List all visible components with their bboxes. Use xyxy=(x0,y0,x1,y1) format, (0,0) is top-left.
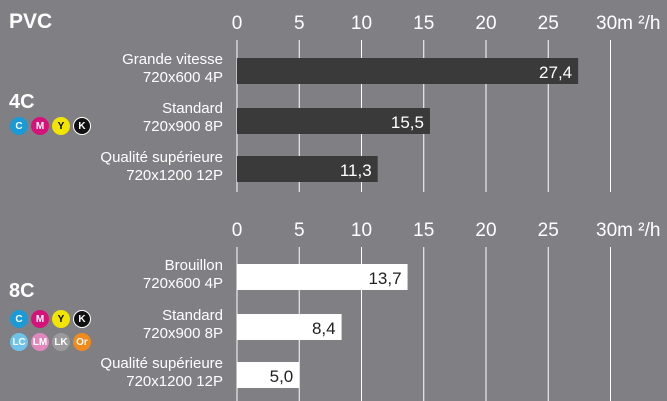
bar-value-label: 13,7 xyxy=(368,269,401,288)
group-label-8c: 8C xyxy=(9,280,35,302)
ink-dot-c: C xyxy=(10,310,28,328)
media-label: PVC xyxy=(9,10,53,33)
category-label-line2: 720x600 4P xyxy=(143,275,223,292)
ink-dot-or: Or xyxy=(73,333,91,351)
bar-value-label: 11,3 xyxy=(340,161,372,180)
category-label-line1: Standard xyxy=(162,307,223,324)
bar-value-label: 5,0 xyxy=(270,367,294,386)
x-tick-label: 20 xyxy=(475,220,496,241)
bar xyxy=(237,314,342,340)
x-tick-label: 10 xyxy=(351,220,372,241)
bar xyxy=(237,264,408,290)
ink-dot-lk: LK xyxy=(52,333,70,351)
bar xyxy=(237,58,579,84)
bar-value-label: 15,5 xyxy=(391,113,424,132)
category-label-line1: Qualité supérieure xyxy=(100,149,223,166)
bar xyxy=(237,108,430,134)
ink-dot-m: M xyxy=(31,310,49,328)
group-label-4c: 4C xyxy=(9,91,35,113)
ink-dot-c: C xyxy=(10,117,28,135)
category-label-line2: 720x900 8P xyxy=(143,325,223,342)
x-tick-label: 25 xyxy=(538,13,559,34)
category-label-line2: 720x600 4P xyxy=(143,69,223,86)
ink-dot-m: M xyxy=(31,117,49,135)
x-tick-label: 10 xyxy=(351,13,372,34)
x-tick-label: 15 xyxy=(413,220,434,241)
x-unit-label: 30m ²/h xyxy=(596,13,660,34)
x-tick-label: 25 xyxy=(538,220,559,241)
category-label-line1: Grande vitesse xyxy=(122,51,223,68)
x-tick-label: 5 xyxy=(294,13,305,34)
category-label-line1: Standard xyxy=(162,100,223,117)
bar xyxy=(237,156,378,182)
x-tick-label: 0 xyxy=(232,13,243,34)
bar xyxy=(237,362,300,388)
category-label-line2: 720x1200 12P xyxy=(126,167,223,184)
bar-value-label: 27,4 xyxy=(539,63,572,82)
ink-dot-k: K xyxy=(73,310,91,328)
x-tick-label: 20 xyxy=(475,13,496,34)
x-unit-label: 30m ²/h xyxy=(596,220,660,241)
bar-value-label: 8,4 xyxy=(312,319,336,338)
category-label-line1: Brouillon xyxy=(165,257,223,274)
ink-dot-lc: LC xyxy=(10,333,28,351)
x-tick-label: 5 xyxy=(294,220,305,241)
category-label-line2: 720x900 8P xyxy=(143,118,223,135)
x-tick-label: 0 xyxy=(232,220,243,241)
ink-dot-lm: LM xyxy=(31,333,49,351)
category-label-line1: Qualité supérieure xyxy=(100,355,223,372)
ink-dot-k: K xyxy=(73,117,91,135)
ink-dot-y: Y xyxy=(52,117,70,135)
ink-legend-8c-row2: LC LM LK Or xyxy=(10,333,91,351)
category-label-line2: 720x1200 12P xyxy=(126,373,223,390)
x-tick-label: 15 xyxy=(413,13,434,34)
ink-dot-y: Y xyxy=(52,310,70,328)
